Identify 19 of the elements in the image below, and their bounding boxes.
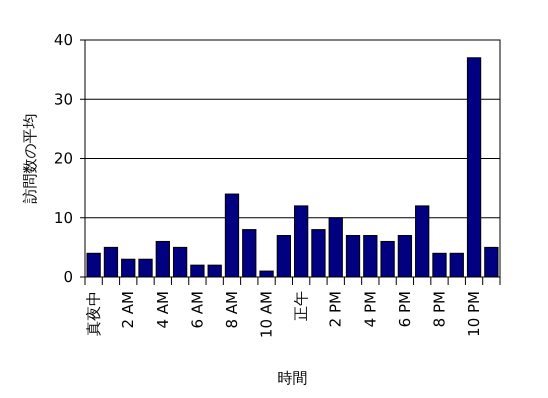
x-axis-title: 時間: [278, 369, 308, 387]
x-tick-label: 正午: [292, 291, 310, 321]
x-tick-label: 8 PM: [430, 291, 448, 328]
y-tick-label: 40: [54, 31, 73, 49]
y-axis-title: 訪問数の平均: [21, 114, 39, 204]
x-tick-label: 8 AM: [222, 291, 241, 329]
x-tick-label: 4 PM: [361, 291, 380, 328]
x-tick-label: 10 AM: [258, 291, 276, 338]
x-tick-label: 10 PM: [465, 291, 484, 337]
x-tick-label: 2 AM: [119, 291, 138, 329]
x-tick-label: 6 PM: [396, 291, 414, 328]
x-tick-label: 2 PM: [326, 291, 345, 328]
y-tick-label: 10: [54, 208, 73, 227]
y-tick-label: 30: [54, 90, 73, 108]
x-tick-label: 真夜中: [84, 291, 103, 336]
x-tick-label: 6 AM: [188, 291, 206, 329]
y-tick-label: 0: [63, 268, 73, 286]
y-tick-label: 20: [54, 150, 73, 168]
x-tick-label: 4 AM: [154, 291, 172, 329]
